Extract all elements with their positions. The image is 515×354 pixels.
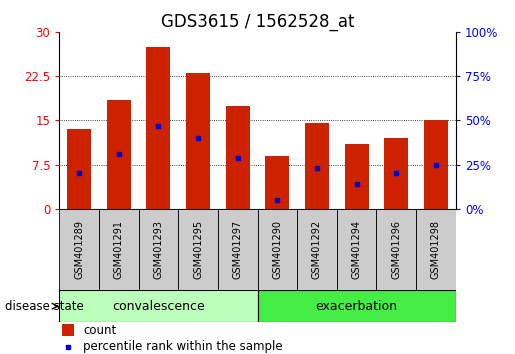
Text: GSM401296: GSM401296 [391, 220, 401, 279]
Text: GSM401291: GSM401291 [114, 220, 124, 279]
Bar [107, 100, 131, 209]
Bar [67, 129, 91, 209]
Text: GSM401289: GSM401289 [74, 220, 84, 279]
Bar [424, 120, 448, 209]
Text: count: count [83, 324, 116, 337]
Bar [218, 209, 258, 290]
Text: GSM401293: GSM401293 [153, 220, 163, 279]
Bar [305, 123, 329, 209]
Bar [62, 324, 74, 336]
Text: GSM401294: GSM401294 [352, 220, 362, 279]
Text: disease state: disease state [5, 300, 84, 313]
Bar [265, 156, 289, 209]
Bar [258, 209, 297, 290]
Bar [384, 138, 408, 209]
Text: exacerbation: exacerbation [316, 300, 398, 313]
Text: GSM401298: GSM401298 [431, 220, 441, 279]
Bar [297, 209, 337, 290]
Text: GSM401297: GSM401297 [233, 220, 243, 279]
Bar [345, 144, 369, 209]
Bar [376, 209, 416, 290]
Bar [178, 209, 218, 290]
Bar [258, 290, 456, 322]
Bar [99, 209, 139, 290]
Bar [337, 209, 376, 290]
Bar [139, 209, 178, 290]
Text: GSM401292: GSM401292 [312, 220, 322, 279]
Title: GDS3615 / 1562528_at: GDS3615 / 1562528_at [161, 13, 354, 30]
Text: GSM401295: GSM401295 [193, 220, 203, 279]
Text: percentile rank within the sample: percentile rank within the sample [83, 341, 283, 354]
Bar [226, 105, 250, 209]
Bar [146, 47, 170, 209]
Bar [186, 73, 210, 209]
Text: convalescence: convalescence [112, 300, 205, 313]
Bar [416, 209, 456, 290]
Bar [59, 209, 99, 290]
Text: GSM401290: GSM401290 [272, 220, 282, 279]
Bar [59, 290, 258, 322]
